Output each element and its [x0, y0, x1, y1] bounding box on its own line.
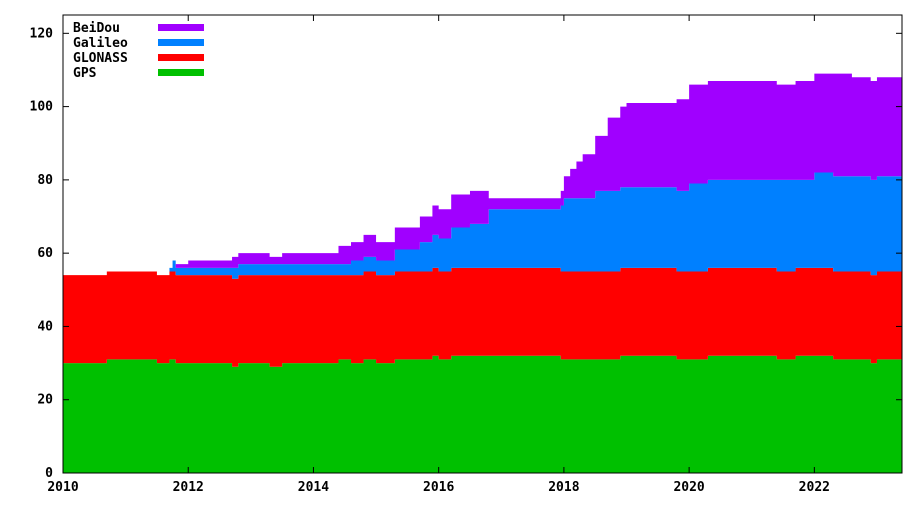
legend-swatch-glonass — [158, 54, 204, 61]
x-tick-label: 2022 — [799, 480, 830, 495]
x-tick-label: 2020 — [673, 480, 704, 495]
y-tick-label: 60 — [37, 246, 53, 261]
legend-swatch-gps — [158, 69, 204, 76]
x-tick-label: 2014 — [298, 480, 329, 495]
y-tick-label: 120 — [30, 26, 54, 41]
area-glonass — [63, 267, 902, 367]
legend-swatch-beidou — [158, 24, 204, 31]
legend-label-galileo: Galileo — [73, 36, 128, 51]
legend-label-glonass: GLONASS — [73, 51, 128, 66]
x-tick-label: 2012 — [173, 480, 204, 495]
area-gps — [63, 355, 902, 473]
legend-label-beidou: BeiDou — [73, 21, 120, 36]
x-axis: 2010 2012 2014 2016 2018 2020 2022 — [47, 15, 830, 495]
legend-swatch-galileo — [158, 39, 204, 46]
y-tick-label: 40 — [37, 319, 53, 334]
y-tick-label: 80 — [37, 173, 53, 188]
x-tick-label: 2016 — [423, 480, 454, 495]
x-tick-label: 2010 — [47, 480, 78, 495]
legend-label-gps: GPS — [73, 66, 97, 81]
stacked-areas — [63, 73, 902, 473]
plot-frame — [62, 14, 903, 474]
y-tick-label: 100 — [30, 100, 54, 115]
area-galileo — [63, 172, 902, 279]
y-tick-label: 0 — [45, 466, 53, 481]
y-tick-label: 20 — [37, 393, 53, 408]
x-tick-label: 2018 — [548, 480, 579, 495]
y-axis: 0 20 40 60 80 100 120 — [30, 26, 902, 481]
area-beidou — [63, 73, 902, 276]
